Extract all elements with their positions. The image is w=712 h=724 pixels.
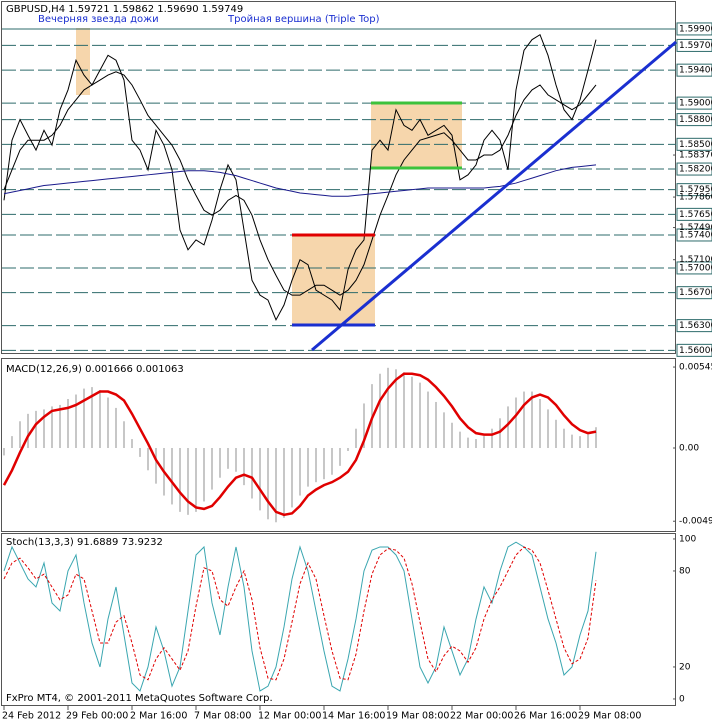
x-tick-label: 29 Mar 08:00 xyxy=(578,711,641,722)
series-line xyxy=(3,164,597,197)
y-tick-label: 1.56700 xyxy=(679,288,712,298)
x-tick-label: 14 Mar 16:00 xyxy=(322,711,385,722)
panel-title: MACD(12,26,9) 0.001666 0.001063 xyxy=(6,364,184,375)
y-tick-label: 1.56000 xyxy=(679,346,712,356)
level-label-box xyxy=(676,286,712,300)
y-tick-label: 1.59000 xyxy=(679,99,712,109)
y-tick-label: -0.00493 xyxy=(679,517,712,527)
y-tick-label: 1.59700 xyxy=(679,41,712,51)
x-tick-label: 29 Feb 00:00 xyxy=(66,711,128,722)
y-tick-label: 1.58200 xyxy=(679,165,712,175)
x-tick-label: 12 Mar 00:00 xyxy=(258,711,321,722)
y-tick-label: 80 xyxy=(679,566,691,576)
y-tick-label: 0.00 xyxy=(679,444,699,454)
pattern-box xyxy=(371,103,462,168)
level-label-box xyxy=(676,183,712,197)
macd-panel xyxy=(1,358,676,532)
trend-line xyxy=(311,40,677,352)
pattern-box xyxy=(76,28,90,95)
y-tick-label: 0 xyxy=(679,694,685,704)
y-tick-label: 1.57860 xyxy=(679,193,712,203)
y-tick-label: 1.57650 xyxy=(679,210,712,220)
level-label-box xyxy=(676,38,712,52)
y-tick-label: 1.57400 xyxy=(679,230,712,240)
level-label-box xyxy=(676,319,712,333)
x-tick-label: 22 Mar 00:00 xyxy=(450,711,513,722)
x-tick-label: 24 Feb 2012 xyxy=(2,711,61,722)
stoch-panel xyxy=(1,533,676,706)
y-tick-label: 1.59900 xyxy=(679,24,712,34)
y-tick-label: 1.58500 xyxy=(679,140,712,150)
y-tick-label: 1.57000 xyxy=(679,263,712,273)
y-tick-label: 1.56300 xyxy=(679,321,712,331)
annotation: Вечерняя звезда дожи xyxy=(38,14,159,25)
level-label-box xyxy=(676,137,712,151)
level-label-box xyxy=(676,261,712,275)
series-line xyxy=(3,71,597,296)
y-tick-label: 1.57490 xyxy=(679,223,712,233)
series-line xyxy=(3,546,597,681)
y-tick-label: 0.00545 xyxy=(679,363,712,373)
level-label-box xyxy=(676,228,712,242)
level-label-box xyxy=(676,207,712,221)
level-label-box xyxy=(676,162,712,176)
y-tick-label: 1.59400 xyxy=(679,66,712,76)
level-label-box xyxy=(676,96,712,110)
level-label-box xyxy=(676,22,712,36)
y-tick-label: 1.58370 xyxy=(679,151,712,161)
x-tick-label: 19 Mar 08:00 xyxy=(386,711,449,722)
series-line xyxy=(3,541,597,692)
y-tick-label: 1.58800 xyxy=(679,115,712,125)
price-panel xyxy=(1,1,676,354)
y-tick-label: 100 xyxy=(679,534,696,544)
x-tick-label: 26 Mar 16:00 xyxy=(514,711,577,722)
x-tick-label: 7 Mar 08:00 xyxy=(194,711,251,722)
level-label-box xyxy=(676,63,712,77)
signal-line xyxy=(2,372,597,517)
y-tick-label: 1.57950 xyxy=(679,185,712,195)
series-line xyxy=(3,33,597,322)
pattern-box xyxy=(292,235,375,325)
y-tick-label: 20 xyxy=(679,662,691,672)
level-label-box xyxy=(676,343,712,357)
panel-title: Stoch(13,3,3) 91.6889 73.9232 xyxy=(6,537,163,548)
level-label-box xyxy=(676,113,712,127)
x-tick-label: 2 Mar 16:00 xyxy=(130,711,187,722)
copyright: FxPro MT4, © 2001-2011 MetaQuotes Softwa… xyxy=(6,693,273,704)
chart-title: GBPUSD,H4 1.59721 1.59862 1.59690 1.5974… xyxy=(6,4,243,15)
annotation: Тройная вершина (Triple Top) xyxy=(227,14,380,25)
